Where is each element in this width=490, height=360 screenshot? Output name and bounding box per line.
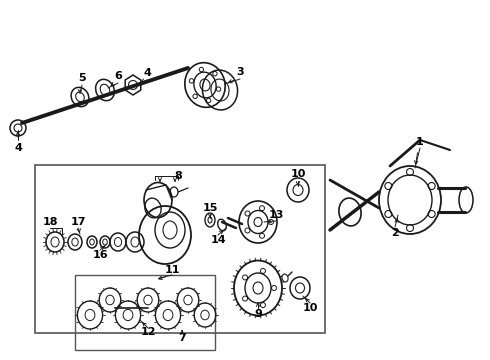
Text: 18: 18 [42,217,58,227]
Bar [75,275,215,350]
Text: 6: 6 [114,71,122,81]
Text: 11: 11 [164,265,180,275]
Text: 17: 17 [70,217,86,227]
Text: 5: 5 [78,73,86,83]
Text: 2: 2 [391,228,399,238]
Text: 16: 16 [92,250,108,260]
Bar [35,165,325,333]
Text: 1: 1 [416,137,424,147]
Text: 12: 12 [140,327,156,337]
Text: 9: 9 [254,309,262,319]
Text: 4: 4 [143,68,151,78]
Text: 10: 10 [302,303,318,313]
Text: 13: 13 [269,210,284,220]
Text: 3: 3 [236,67,244,77]
Text: 15: 15 [202,203,218,213]
Text: 8: 8 [174,171,182,181]
Text: 14: 14 [210,235,226,245]
Text: 4: 4 [14,143,22,153]
Text: 10: 10 [290,169,306,179]
Text: 7: 7 [178,333,186,343]
